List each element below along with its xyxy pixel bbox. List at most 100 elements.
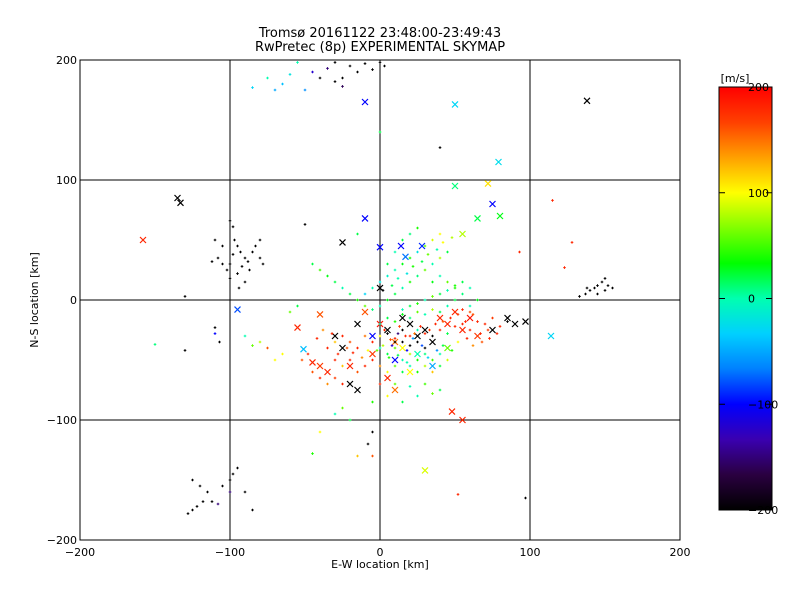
plus-marker (341, 334, 344, 338)
plus-marker (348, 418, 352, 422)
plus-marker (405, 349, 409, 352)
plus-marker (446, 332, 449, 335)
plus-marker (423, 346, 427, 350)
plus-marker (441, 241, 445, 244)
plus-marker (251, 344, 254, 347)
plus-marker (438, 364, 442, 368)
plus-marker (348, 358, 352, 362)
plus-marker (243, 334, 247, 338)
plus-marker (326, 382, 329, 386)
plus-marker (416, 310, 419, 314)
plus-marker (401, 340, 404, 344)
plus-marker (423, 313, 427, 316)
plus-marker (318, 430, 322, 434)
plus-marker (408, 304, 412, 308)
plus-marker (231, 472, 235, 476)
plus-marker (251, 86, 254, 89)
plus-marker (213, 238, 217, 242)
plus-marker (371, 340, 374, 344)
plus-marker (333, 80, 337, 83)
plus-marker (471, 313, 475, 316)
plus-marker (408, 352, 412, 356)
plus-marker (578, 295, 581, 298)
plus-marker (431, 280, 434, 284)
cross-marker (309, 358, 316, 366)
plus-marker (378, 364, 382, 368)
plus-marker (333, 280, 337, 284)
plus-marker (251, 508, 254, 512)
plus-marker (464, 320, 467, 323)
cross-marker (547, 332, 555, 340)
plus-marker (386, 370, 389, 374)
cross-marker (402, 253, 409, 261)
plus-marker (438, 352, 442, 356)
plus-marker (416, 370, 419, 374)
plus-marker (413, 332, 416, 335)
plus-marker (438, 310, 442, 314)
cross-marker (459, 230, 466, 238)
plus-marker (183, 295, 187, 298)
cross-marker (444, 344, 451, 352)
plus-marker (371, 308, 374, 311)
plus-marker (381, 289, 385, 292)
plus-marker (356, 346, 359, 350)
plus-marker (461, 322, 464, 326)
colorbar-ticks: −200 −100 0 100 200 (719, 81, 778, 517)
plus-marker (356, 70, 359, 74)
plus-marker (336, 352, 340, 356)
plus-marker (266, 76, 269, 80)
plus-marker (191, 508, 194, 512)
cross-marker (361, 308, 369, 316)
plus-marker (423, 382, 427, 386)
plus-marker (258, 340, 262, 344)
cross-marker (397, 242, 405, 250)
plus-marker (480, 340, 484, 344)
plus-marker (393, 268, 397, 272)
plus-marker (348, 292, 352, 296)
cross-marker (361, 98, 369, 106)
plus-marker (225, 268, 229, 272)
grid-lines (80, 60, 680, 540)
plus-marker (288, 73, 292, 76)
plus-marker (393, 320, 397, 323)
plus-marker (333, 358, 337, 362)
plus-marker (401, 313, 404, 316)
plus-marker (396, 277, 400, 280)
plus-marker (363, 334, 367, 338)
plus-marker (386, 298, 389, 302)
y-tick-label: −200 (47, 534, 77, 547)
plus-marker (393, 250, 397, 254)
cross-marker (177, 199, 184, 207)
plus-marker (438, 232, 442, 236)
plus-marker (441, 344, 445, 347)
plus-marker (431, 238, 434, 242)
plus-marker (356, 232, 359, 236)
plus-marker (386, 352, 389, 356)
cross-marker (339, 344, 346, 352)
plus-marker (248, 268, 251, 272)
cross-marker (448, 408, 456, 416)
plus-marker (453, 286, 457, 290)
plus-marker (213, 326, 217, 329)
plus-marker (404, 334, 407, 338)
plus-marker (311, 262, 314, 266)
plus-marker (198, 484, 202, 488)
plus-marker (240, 265, 244, 268)
chart-title-line-2: RwPretec (8p) EXPERIMENTAL SKYMAP (255, 40, 505, 55)
cross-marker (384, 326, 391, 334)
plus-marker (405, 361, 409, 364)
cross-marker (496, 212, 504, 220)
cross-marker (391, 386, 399, 394)
plus-marker (360, 356, 364, 359)
plus-marker (486, 328, 490, 332)
plus-marker (326, 274, 329, 278)
data-points (139, 61, 614, 515)
plus-marker (468, 328, 472, 332)
y-tick-label: 200 (56, 54, 77, 67)
plus-marker (411, 337, 415, 340)
plus-marker (393, 292, 397, 296)
plus-marker (446, 358, 449, 362)
plus-marker (378, 334, 382, 338)
plus-marker (438, 292, 442, 296)
plus-marker (378, 304, 382, 308)
